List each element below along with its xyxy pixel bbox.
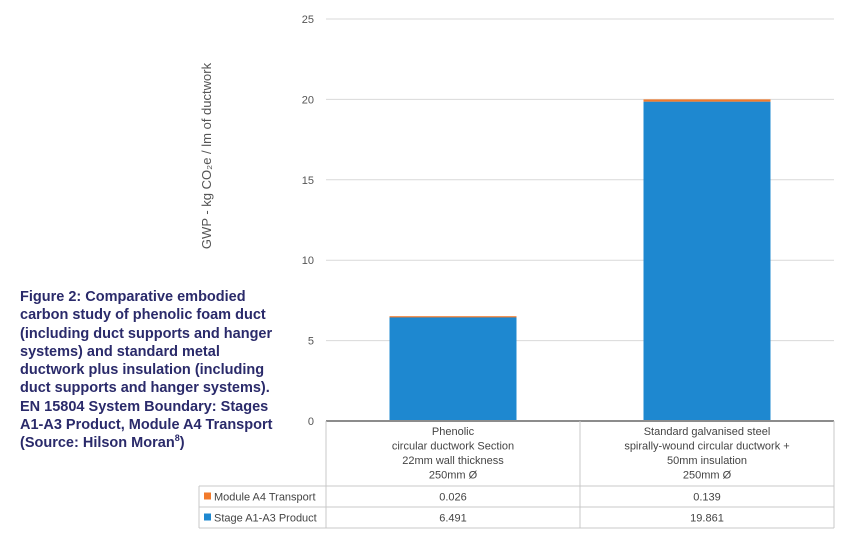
legend-series-name: Module A4 Transport: [214, 492, 316, 504]
bar-segment: [643, 99, 771, 102]
y-tick-label: 15: [302, 175, 314, 187]
x-category-label-line: 250mm Ø: [429, 470, 478, 482]
x-category-label-line: 250mm Ø: [683, 470, 732, 482]
y-tick-label: 0: [308, 416, 314, 428]
x-category-label-line: circular ductwork Section: [392, 441, 514, 453]
y-tick-label: 10: [302, 255, 314, 267]
data-table-value: 6.491: [439, 513, 467, 525]
legend-series-name: Stage A1-A3 Product: [214, 513, 317, 525]
x-category-label: Standard galvanised steel spirally-wound …: [624, 426, 789, 482]
legend-swatch: [204, 492, 211, 500]
bar-segment: [389, 316, 517, 318]
y-axis-ticks: 0 5 10 15 20 25: [302, 14, 314, 428]
y-tick-label: 25: [302, 14, 314, 26]
data-table-value: 19.861: [690, 513, 724, 525]
x-category-label: Phenolic circular ductwork Section 22mm wa…: [392, 426, 514, 482]
x-category-label-line: Standard galvanised steel: [644, 426, 771, 438]
legend-swatch: [204, 513, 211, 521]
x-category-label-line: Phenolic: [432, 426, 475, 438]
bar-segment: [643, 101, 771, 421]
data-table-value: 0.139: [693, 492, 721, 504]
bars: [326, 99, 834, 422]
data-table-value: 0.026: [439, 492, 467, 504]
x-category-label-line: spirally-wound circular ductwork +: [624, 441, 789, 453]
bar-segment: [389, 316, 517, 421]
y-axis-label: GWP - kg CO₂e / lm of ductwork: [199, 62, 214, 249]
y-tick-label: 20: [302, 94, 314, 106]
x-category-label-line: 22mm wall thickness: [402, 455, 504, 467]
y-tick-label: 5: [308, 336, 314, 348]
caption-close: ): [179, 435, 185, 452]
data-table: Phenolic circular ductwork Section 22mm wa…: [198, 421, 835, 529]
x-category-label-line: 50mm insulation: [667, 455, 747, 467]
caption-footnote-ref: 8: [174, 433, 180, 444]
figure-caption-text: Figure 2: Comparative embodied carbon st…: [20, 289, 273, 452]
figure-caption: Figure 2: Comparative embodied carbon st…: [20, 288, 282, 453]
